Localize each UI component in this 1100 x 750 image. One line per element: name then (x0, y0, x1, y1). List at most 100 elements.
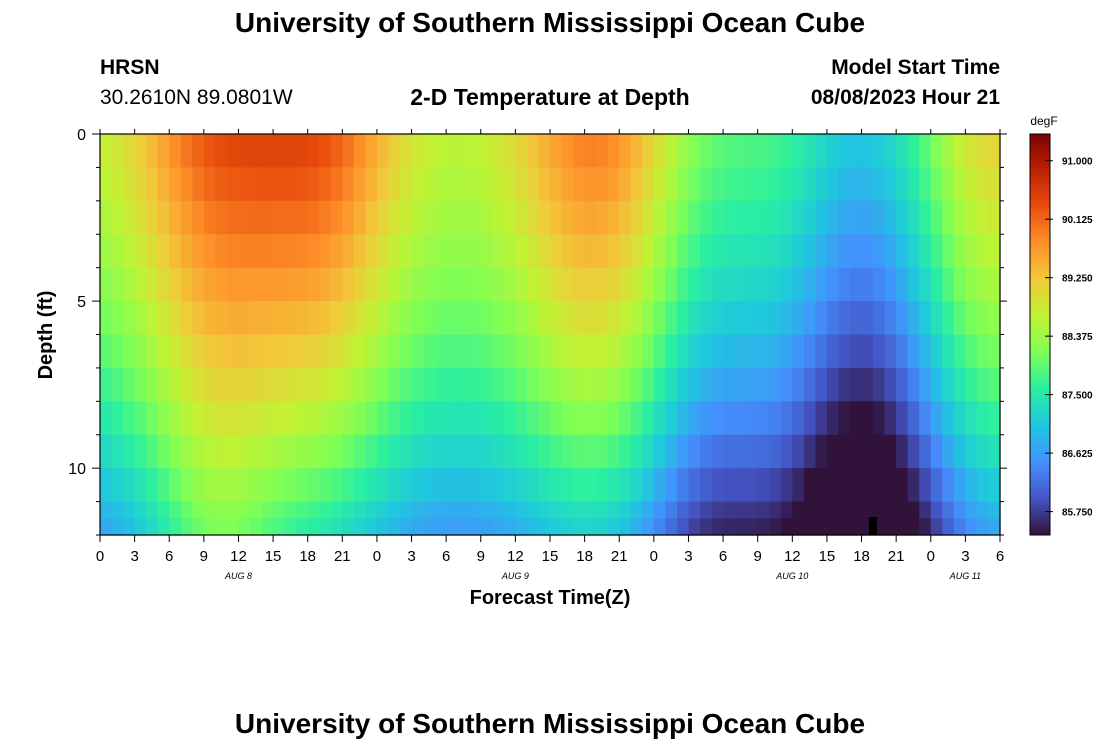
heatmap-cell (319, 434, 332, 469)
heatmap-cell (526, 134, 540, 169)
heatmap-cell (619, 518, 632, 536)
heatmap-cell (988, 301, 1001, 336)
heatmap-cell (503, 301, 516, 336)
heatmap-cell (573, 434, 586, 469)
heatmap-cell (526, 468, 540, 503)
heatmap-cell (838, 134, 851, 169)
heatmap-cell (653, 234, 666, 269)
heatmap-cell (538, 301, 551, 336)
heatmap-cell (630, 301, 643, 336)
heatmap-cell (111, 134, 124, 169)
heatmap-cell (238, 267, 251, 302)
heatmap-cell (180, 167, 193, 202)
heatmap-cell (780, 501, 793, 519)
heatmap-cell (815, 468, 828, 503)
x-tick-label: 0 (650, 548, 658, 565)
heatmap-cell (942, 401, 955, 436)
heatmap-cell (330, 234, 343, 269)
heatmap-cell (653, 401, 666, 436)
heatmap-cell (169, 401, 182, 436)
heatmap-cell (388, 334, 401, 369)
heatmap-cell (192, 267, 205, 302)
heatmap-cell (561, 401, 574, 436)
heatmap-cell (573, 267, 586, 302)
heatmap-cell (388, 301, 401, 336)
heatmap-cell (515, 468, 528, 503)
heatmap-cell (469, 167, 482, 202)
heatmap-cell (676, 334, 690, 369)
heatmap-cell (861, 134, 874, 169)
heatmap-cell (123, 401, 136, 436)
heatmap-cell (180, 267, 193, 302)
heatmap-cell (619, 267, 632, 302)
heatmap-cell (203, 301, 216, 336)
heatmap-cell (100, 401, 113, 436)
heatmap-cell (630, 167, 643, 202)
heatmap-cell (146, 167, 159, 202)
heatmap-cell (665, 167, 678, 202)
heatmap-cell (457, 334, 470, 369)
heatmap-cell (400, 234, 413, 269)
heatmap-cell (573, 167, 586, 202)
heatmap-cell (573, 367, 586, 402)
heatmap-cell (896, 367, 909, 402)
heatmap-cell (342, 468, 355, 503)
heatmap-cell (665, 267, 678, 302)
heatmap-cell (353, 468, 366, 503)
heatmap-cell (434, 468, 447, 503)
plot-title: 2-D Temperature at Depth (410, 84, 690, 110)
heatmap-cell (238, 234, 251, 269)
heatmap-cell (423, 334, 436, 369)
colorbar-tick-label: 87.500 (1062, 391, 1093, 402)
heatmap-cell (930, 301, 943, 336)
heatmap-cell (365, 367, 378, 402)
heatmap-cell (284, 301, 297, 336)
heatmap-cell (815, 501, 828, 519)
heatmap-cell (215, 518, 228, 536)
heatmap-cell (319, 367, 332, 402)
x-tick-label: 12 (230, 548, 247, 565)
heatmap-cell (146, 134, 159, 169)
heatmap-cell (203, 334, 216, 369)
heatmap-cell (573, 234, 586, 269)
heatmap-cell (146, 434, 159, 469)
heatmap-cell (376, 167, 390, 202)
heatmap-cell (988, 267, 1001, 302)
heatmap-cell (296, 468, 309, 503)
heatmap-cell (492, 434, 505, 469)
heatmap-cell (526, 401, 540, 436)
heatmap-cell (503, 518, 516, 536)
heatmap-cell (319, 267, 332, 302)
heatmap-cell (573, 401, 586, 436)
heatmap-cell (746, 167, 759, 202)
heatmap-cell (226, 234, 240, 269)
heatmap-cell (584, 401, 597, 436)
heatmap-cell (711, 200, 724, 235)
heatmap-cell (215, 167, 228, 202)
heatmap-cell (134, 234, 147, 269)
heatmap-cell (515, 367, 528, 402)
heatmap-cell (353, 518, 366, 536)
heatmap-cell (469, 267, 482, 302)
heatmap-cell (630, 401, 643, 436)
heatmap-cell (942, 134, 955, 169)
x-tick-label: 15 (265, 548, 282, 565)
heatmap-cell (215, 334, 228, 369)
heatmap-cell (157, 234, 170, 269)
heatmap-cell (953, 234, 966, 269)
heatmap-cell (446, 234, 459, 269)
heatmap-cell (319, 301, 332, 336)
heatmap-cell (226, 267, 240, 302)
heatmap-cell (757, 301, 770, 336)
heatmap-cell (607, 267, 620, 302)
heatmap-cell (296, 234, 309, 269)
heatmap-cell (953, 134, 966, 169)
heatmap-cell (203, 234, 216, 269)
heatmap-cell (896, 468, 909, 503)
heatmap-cell (769, 434, 782, 469)
heatmap-cell (630, 468, 643, 503)
heatmap-cell (780, 167, 793, 202)
heatmap-cell (192, 200, 205, 235)
heatmap-cell (988, 518, 1001, 536)
heatmap-cell (769, 367, 782, 402)
